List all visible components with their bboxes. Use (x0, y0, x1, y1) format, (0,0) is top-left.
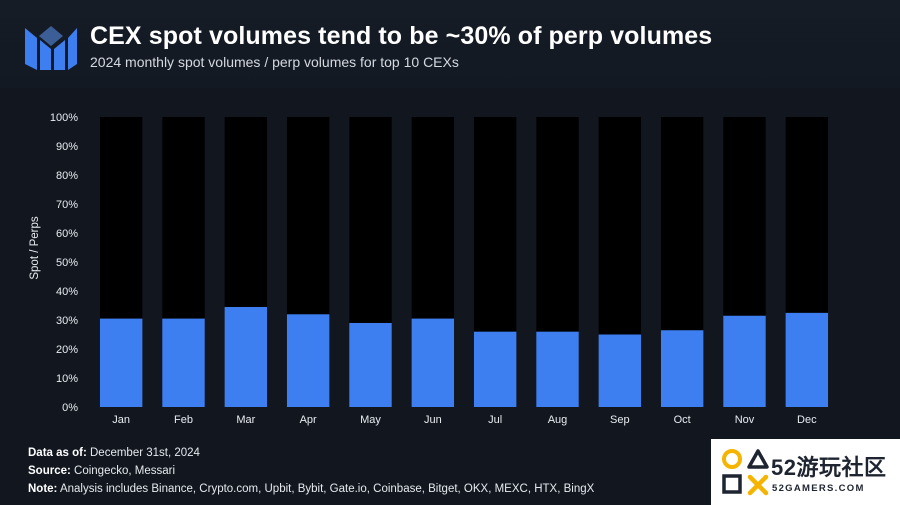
perp-bar-feb (162, 117, 205, 319)
watermark: 52游玩社区 52GAMERS.COM (711, 439, 900, 505)
y-tick-label: 100% (50, 112, 78, 124)
perp-bar-jan (99, 117, 143, 319)
source-value: Coingecko, Messari (74, 465, 176, 477)
perp-bar-may (349, 117, 392, 323)
perp-bar-mar (224, 117, 268, 307)
perp-bar-dec (785, 117, 829, 313)
spot-bar-jul (473, 331, 517, 407)
y-tick-label: 20% (56, 344, 78, 356)
spot-bar-mar (224, 306, 268, 407)
y-tick-label: 60% (56, 228, 78, 240)
spot-bar-apr (286, 314, 330, 407)
perp-bar-jul (473, 117, 517, 332)
y-tick-label: 90% (56, 141, 78, 153)
x-axis-ticks: Jan Feb Mar Apr May Jun Jul Aug Sep Oct Nov Dec (112, 414, 817, 426)
y-tick-label: 80% (56, 170, 78, 182)
spot-bar-jan (99, 318, 143, 407)
chart-header: CEX spot volumes tend to be ~30% of perp… (0, 0, 900, 88)
bars (99, 117, 829, 407)
y-tick-label: 50% (56, 257, 78, 269)
y-tick-label: 30% (56, 315, 78, 327)
y-axis-label: Spot / Perps (29, 216, 41, 280)
y-axis-ticks: 0% 10% 20% 30% 40% 50% 60% 70% 80% 90% 100% (50, 112, 78, 414)
x-tick-label-aug: Aug (548, 414, 568, 426)
watermark-en-text: 52GAMERS.COM (772, 483, 865, 494)
gamepad-symbols-icon (722, 449, 769, 496)
perp-bar-sep (598, 117, 642, 335)
y-tick-label: 70% (56, 199, 78, 211)
x-tick-label-nov: Nov (735, 414, 755, 426)
spot-bar-nov (723, 315, 766, 407)
source-line: Source: Coingecko, Messari (28, 462, 594, 480)
perp-bar-jun (411, 117, 455, 319)
y-tick-label: 0% (62, 402, 78, 414)
x-tick-label-dec: Dec (797, 414, 817, 426)
chart-title: CEX spot volumes tend to be ~30% of perp… (90, 22, 713, 50)
note-line: Note: Analysis includes Binance, Crypto.… (28, 480, 594, 498)
spot-bar-oct (660, 330, 704, 407)
perp-bar-aug (536, 117, 579, 332)
data-as-of-value: December 31st, 2024 (90, 447, 200, 459)
x-tick-label-jan: Jan (112, 414, 130, 426)
spot-bar-feb (162, 318, 205, 407)
bar-chart: 0% 10% 20% 30% 40% 50% 60% 70% 80% 90% 100% Jan Feb… (29, 112, 829, 426)
x-tick-label-jul: Jul (488, 414, 502, 426)
note-label: Note: (28, 483, 58, 495)
spot-bar-sep (598, 334, 642, 407)
spot-bar-may (349, 322, 392, 407)
x-tick-label-mar: Mar (236, 414, 255, 426)
y-tick-label: 10% (56, 373, 78, 385)
perp-bar-apr (286, 117, 330, 315)
x-tick-label-feb: Feb (174, 414, 193, 426)
perp-bar-oct (660, 117, 704, 331)
x-tick-label-oct: Oct (674, 414, 691, 426)
watermark-cn-text: 52游玩社区 (771, 455, 887, 480)
chart-subtitle: 2024 monthly spot volumes / perp volumes… (90, 54, 459, 70)
y-tick-label: 40% (56, 286, 78, 298)
chart-footer: Data as of: December 31st, 2024 Source: … (28, 444, 594, 498)
note-value: Analysis includes Binance, Crypto.com, U… (59, 483, 595, 495)
source-label: Source: (28, 465, 71, 477)
data-as-of-line: Data as of: December 31st, 2024 (28, 444, 594, 462)
x-tick-label-jun: Jun (424, 414, 442, 426)
x-tick-label-may: May (360, 414, 381, 426)
x-tick-label-sep: Sep (610, 414, 630, 426)
messari-logo-icon (25, 26, 77, 70)
perp-bar-nov (723, 117, 766, 316)
data-as-of-label: Data as of: (28, 447, 87, 459)
x-tick-label-apr: Apr (300, 414, 317, 426)
spot-bar-dec (785, 312, 829, 407)
spot-bar-jun (411, 318, 455, 407)
spot-bar-aug (536, 331, 579, 407)
